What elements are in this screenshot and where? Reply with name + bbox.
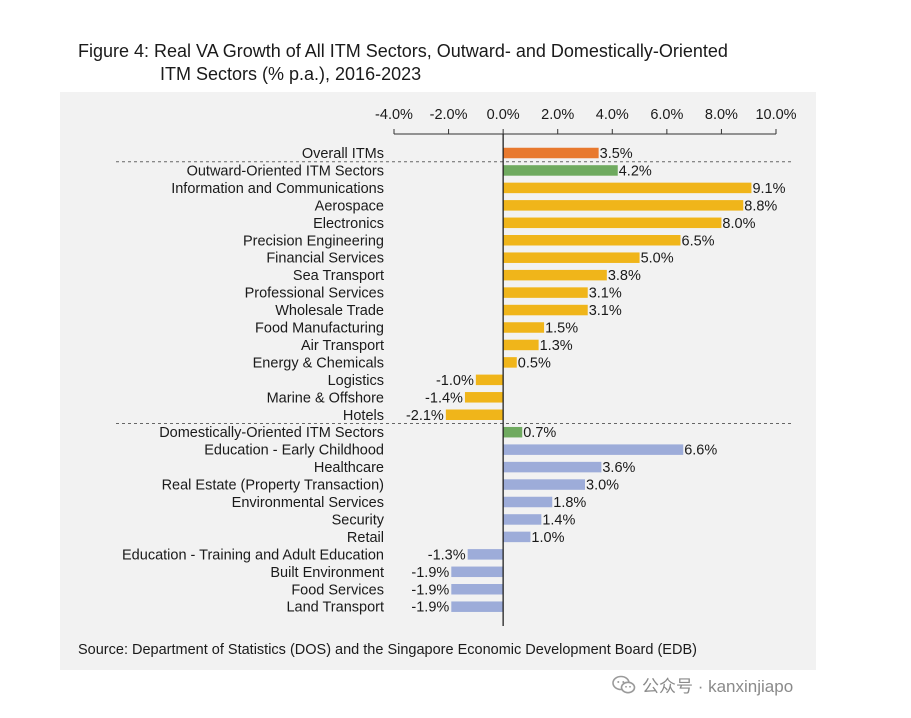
data-label: 1.5% — [545, 321, 578, 337]
category-label: Retail — [347, 530, 384, 546]
category-label: Built Environment — [270, 565, 384, 581]
x-tick-label: 2.0% — [541, 107, 574, 123]
x-tick-label: -2.0% — [430, 107, 468, 123]
data-label: 3.0% — [586, 478, 619, 494]
category-label: Food Manufacturing — [255, 321, 384, 337]
x-tick-label: -4.0% — [375, 107, 413, 123]
bar — [503, 531, 531, 543]
category-label: Logistics — [328, 373, 384, 389]
bar — [503, 165, 618, 176]
bar — [503, 217, 722, 229]
data-label: 3.1% — [589, 303, 622, 319]
category-label: Air Transport — [301, 338, 384, 354]
bar — [451, 566, 504, 578]
bar — [503, 182, 752, 194]
category-label: Overall ITMs — [302, 146, 384, 162]
data-label: -2.1% — [406, 408, 444, 424]
category-label: Wholesale Trade — [275, 303, 384, 319]
data-label: 0.5% — [518, 355, 551, 371]
data-label: 1.4% — [542, 512, 575, 528]
bar — [475, 374, 504, 386]
category-label: Sea Transport — [293, 268, 384, 284]
bar — [451, 601, 504, 612]
bar — [503, 479, 585, 490]
category-label: Energy & Chemicals — [253, 355, 384, 371]
data-label: -1.4% — [425, 390, 463, 406]
data-label: 3.6% — [602, 460, 635, 476]
data-label: 9.1% — [752, 181, 785, 197]
category-label: Real Estate (Property Transaction) — [162, 478, 384, 494]
data-label: 3.8% — [608, 268, 641, 284]
category-label: Precision Engineering — [243, 233, 384, 249]
bar — [503, 461, 602, 473]
data-label: 8.8% — [744, 198, 777, 214]
data-label: 4.2% — [619, 163, 652, 179]
x-tick-label: 10.0% — [755, 107, 796, 123]
x-tick-label: 8.0% — [705, 107, 738, 123]
watermark-text: 公众号 · kanxinjiapo — [642, 677, 794, 696]
data-label: 0.7% — [523, 425, 556, 441]
bar — [503, 200, 744, 211]
bar — [503, 444, 684, 455]
bar — [467, 549, 504, 560]
bar — [503, 147, 599, 159]
chart-title: Figure 4: Real VA Growth of All ITM Sect… — [78, 40, 728, 86]
bar — [503, 322, 545, 333]
data-label: 3.5% — [600, 146, 633, 162]
data-label: 1.3% — [540, 338, 573, 354]
category-label: Education - Early Childhood — [204, 443, 384, 459]
category-label: Financial Services — [266, 251, 384, 267]
bar — [445, 409, 504, 420]
data-label: -1.9% — [411, 565, 449, 581]
category-label: Security — [332, 512, 385, 528]
category-label: Hotels — [343, 408, 384, 424]
bar — [503, 357, 517, 368]
data-label: 8.0% — [722, 216, 755, 232]
category-label: Aerospace — [315, 198, 384, 214]
category-label: Electronics — [313, 216, 384, 232]
data-label: -1.0% — [436, 373, 474, 389]
data-label: -1.3% — [428, 547, 466, 563]
data-label: -1.9% — [411, 582, 449, 598]
category-label: Healthcare — [314, 460, 384, 476]
data-label: -1.9% — [411, 600, 449, 616]
chart-title-line1: Figure 4: Real VA Growth of All ITM Sect… — [78, 41, 728, 61]
bar — [503, 426, 523, 438]
bar — [503, 287, 588, 298]
bar — [503, 252, 640, 263]
bar — [503, 304, 588, 316]
category-label: Information and Communications — [171, 181, 384, 197]
source-note: Source: Department of Statistics (DOS) a… — [78, 642, 697, 658]
category-label: Professional Services — [245, 286, 384, 302]
category-label: Domestically-Oriented ITM Sectors — [159, 425, 384, 441]
bar — [503, 496, 553, 508]
bar — [503, 235, 681, 246]
bar — [503, 269, 607, 281]
category-label: Land Transport — [286, 600, 384, 616]
x-tick-label: 6.0% — [650, 107, 683, 123]
bar — [503, 339, 539, 351]
category-label: Food Services — [291, 582, 384, 598]
data-label: 1.0% — [531, 530, 564, 546]
category-label: Education - Training and Adult Education — [122, 547, 384, 563]
category-label: Marine & Offshore — [267, 390, 384, 406]
chart-title-line2: ITM Sectors (% p.a.), 2016-2023 — [160, 64, 422, 84]
x-tick-label: 0.0% — [487, 107, 520, 123]
data-label: 6.6% — [684, 443, 717, 459]
x-tick-label: 4.0% — [596, 107, 629, 123]
category-label: Outward-Oriented ITM Sectors — [187, 163, 384, 179]
data-label: 1.8% — [553, 495, 586, 511]
bar — [503, 514, 542, 525]
data-label: 3.1% — [589, 286, 622, 302]
bar — [464, 392, 504, 403]
category-label: Environmental Services — [232, 495, 384, 511]
data-label: 5.0% — [641, 251, 674, 267]
bar — [451, 584, 504, 595]
data-label: 6.5% — [682, 233, 715, 249]
wechat-icon — [612, 675, 636, 693]
watermark: 公众号 · kanxinjiapo — [612, 672, 793, 697]
